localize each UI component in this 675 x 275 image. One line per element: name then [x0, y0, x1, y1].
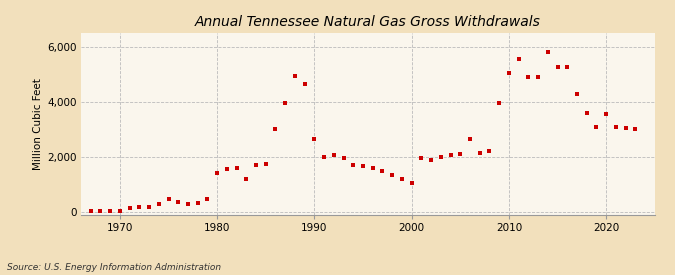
Point — [85, 209, 96, 213]
Point — [212, 171, 223, 175]
Point — [124, 206, 135, 211]
Y-axis label: Million Cubic Feet: Million Cubic Feet — [33, 78, 43, 170]
Text: Source: U.S. Energy Information Administration: Source: U.S. Energy Information Administ… — [7, 263, 221, 272]
Point — [435, 155, 446, 159]
Point — [484, 149, 495, 153]
Point — [329, 153, 340, 158]
Point — [591, 124, 602, 129]
Point — [543, 50, 554, 54]
Point — [115, 209, 126, 213]
Point — [232, 166, 242, 170]
Point — [367, 166, 378, 170]
Point — [348, 163, 358, 167]
Point — [562, 65, 572, 70]
Point — [416, 156, 427, 160]
Point — [250, 163, 261, 167]
Point — [387, 172, 398, 177]
Point — [309, 136, 320, 141]
Point — [338, 156, 349, 160]
Point — [455, 152, 466, 156]
Point — [396, 177, 407, 181]
Point — [504, 71, 514, 75]
Point — [270, 127, 281, 131]
Point — [513, 57, 524, 61]
Point — [105, 209, 115, 213]
Point — [377, 168, 388, 173]
Point — [493, 101, 504, 105]
Point — [464, 137, 475, 141]
Point — [630, 127, 641, 131]
Point — [572, 91, 583, 96]
Point — [620, 126, 631, 130]
Point — [319, 155, 329, 159]
Point — [182, 202, 193, 206]
Point — [280, 101, 291, 105]
Point — [261, 161, 271, 166]
Point — [406, 181, 417, 185]
Point — [173, 200, 184, 204]
Point — [358, 164, 369, 169]
Point — [581, 111, 592, 115]
Point — [153, 202, 164, 206]
Point — [241, 177, 252, 181]
Point — [202, 197, 213, 201]
Point — [163, 196, 174, 201]
Point — [552, 65, 563, 70]
Point — [426, 157, 437, 162]
Point — [445, 153, 456, 158]
Point — [290, 73, 300, 78]
Point — [221, 167, 232, 171]
Point — [523, 75, 534, 79]
Point — [601, 112, 612, 116]
Point — [299, 82, 310, 86]
Point — [134, 205, 144, 210]
Point — [192, 200, 203, 205]
Point — [475, 150, 485, 155]
Point — [95, 209, 106, 213]
Title: Annual Tennessee Natural Gas Gross Withdrawals: Annual Tennessee Natural Gas Gross Withd… — [195, 15, 541, 29]
Point — [144, 205, 155, 209]
Point — [610, 124, 621, 129]
Point — [533, 75, 543, 79]
